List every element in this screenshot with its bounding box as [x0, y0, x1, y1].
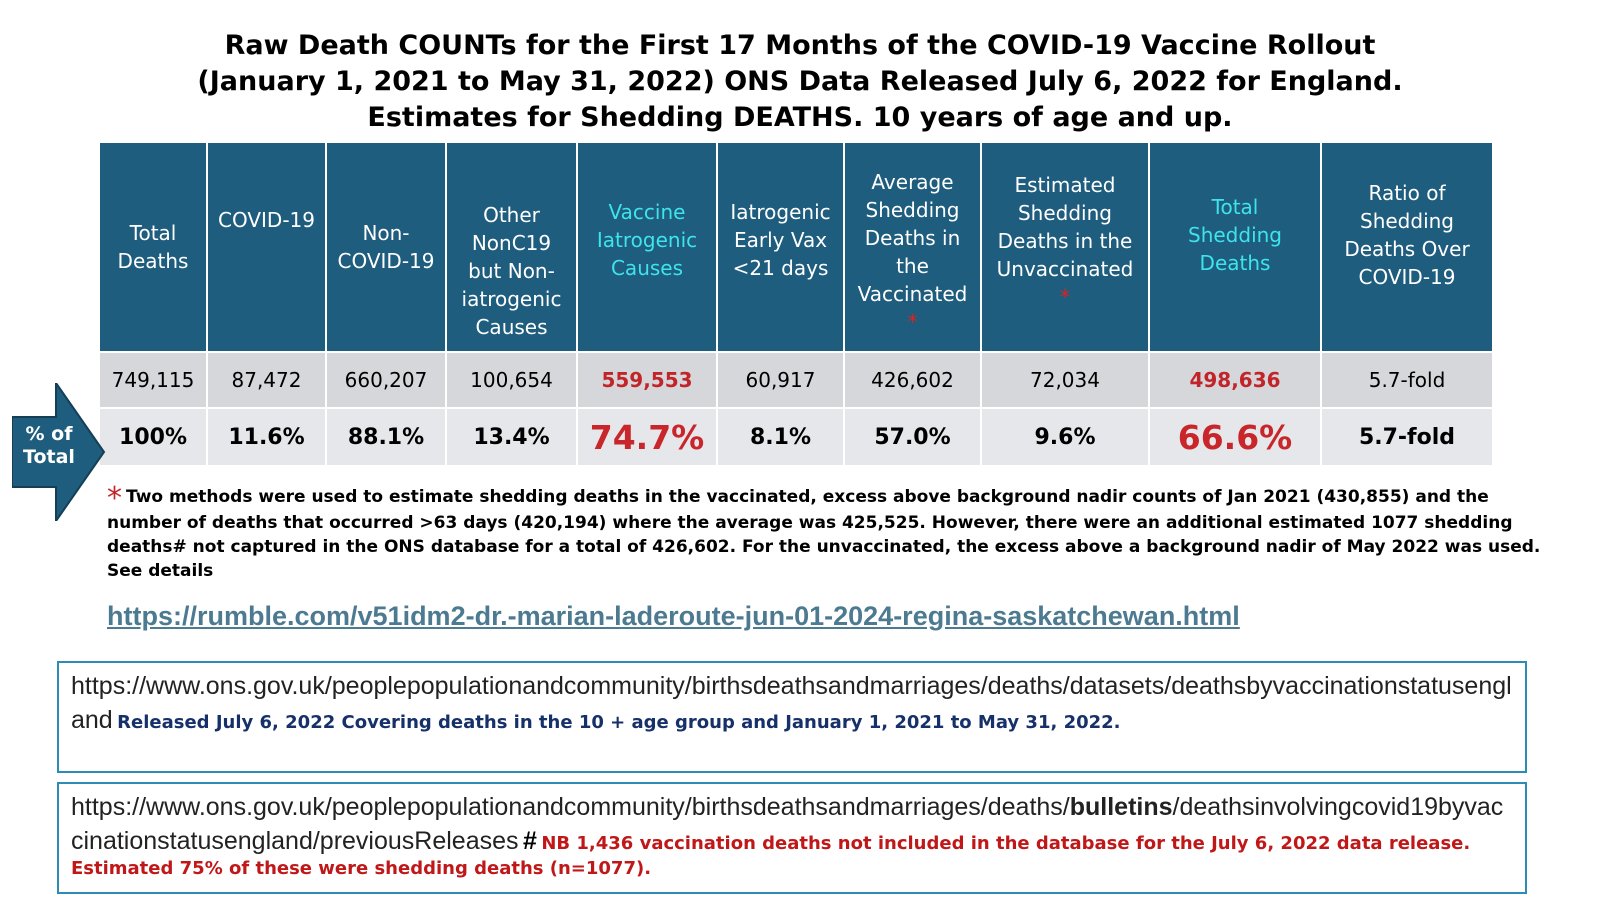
header-ratio-shedding-covid: Ratio of Shedding Deaths Over COVID-19: [1322, 143, 1492, 351]
ons-dataset-source-box: https://www.ons.gov.uk/peoplepopulationa…: [57, 661, 1527, 773]
page-title: Raw Death COUNTs for the First 17 Months…: [60, 28, 1540, 136]
count-cell: 559,553: [578, 351, 718, 407]
percent-cell: 100%: [100, 407, 208, 465]
dataset-release-note: Released July 6, 2022 Covering deaths in…: [117, 712, 1121, 733]
count-cell: 5.7-fold: [1322, 351, 1492, 407]
table-header-row: Total Deaths COVID-19 Non- COVID-19 Other N…: [100, 143, 1532, 351]
arrow-label: % of Total: [23, 423, 75, 468]
count-cell: 498,636: [1150, 351, 1322, 407]
title-line-3: Estimates for Shedding DEATHS. 10 years …: [367, 102, 1233, 133]
percent-cell: 88.1%: [327, 407, 447, 465]
count-cell: 72,034: [982, 351, 1150, 407]
header-vaccine-iatrogenic: Vaccine Iatrogenic Causes: [578, 143, 718, 351]
header-average-shedding-vaccinated: Average Shedding Deaths in the Vaccinated *: [845, 143, 982, 351]
count-cell: 87,472: [208, 351, 327, 407]
hash-marker: #: [522, 827, 537, 855]
ons-bulletin-url[interactable]: https://www.ons.gov.uk/peoplepopulationa…: [71, 793, 1504, 855]
percent-cell: 66.6%: [1150, 407, 1322, 465]
ons-dataset-url[interactable]: https://www.ons.gov.uk/peoplepopulationa…: [71, 672, 1512, 734]
header-estimated-shedding-unvaccinated: Estimated Shedding Deaths in the Unvaccinat…: [982, 143, 1150, 351]
header-total-shedding-deaths: Total Shedding Deaths: [1150, 143, 1322, 351]
counts-row: 749,115 87,472 660,207 100,654 559,553 6…: [100, 351, 1532, 407]
methods-footnote: * Two methods were used to estimate shedd…: [107, 484, 1547, 583]
rumble-link[interactable]: https://rumble.com/v51idm2-dr.-marian-la…: [107, 601, 1240, 631]
asterisk-marker: *: [907, 310, 918, 334]
footnote-text: Two methods were used to estimate sheddi…: [107, 487, 1541, 581]
title-line-2: (January 1, 2021 to May 31, 2022) ONS Da…: [197, 66, 1403, 97]
percent-cell: 5.7-fold: [1322, 407, 1492, 465]
count-cell: 426,602: [845, 351, 982, 407]
count-cell: 749,115: [100, 351, 208, 407]
ons-bulletin-source-box: https://www.ons.gov.uk/peoplepopulationa…: [57, 782, 1527, 894]
title-line-1: Raw Death COUNTs for the First 17 Months…: [224, 30, 1376, 61]
header-total-deaths: Total Deaths: [100, 143, 208, 351]
bulletin-note: NB 1,436 vaccination deaths not included…: [71, 833, 1471, 879]
header-non-covid-19: Non- COVID-19: [327, 143, 447, 351]
percent-cell: 74.7%: [578, 407, 718, 465]
percent-cell: 9.6%: [982, 407, 1150, 465]
asterisk-marker: *: [1059, 285, 1070, 309]
header-iatrogenic-early-vax: Iatrogenic Early Vax <21 days: [718, 143, 845, 351]
count-cell: 60,917: [718, 351, 845, 407]
percent-cell: 11.6%: [208, 407, 327, 465]
count-cell: 100,654: [447, 351, 578, 407]
header-covid-19: COVID-19: [208, 143, 327, 351]
percent-cell: 57.0%: [845, 407, 982, 465]
asterisk-marker: *: [107, 481, 122, 516]
percent-row: 100% 11.6% 88.1% 13.4% 74.7% 8.1% 57.0% …: [100, 407, 1532, 465]
percent-cell: 8.1%: [718, 407, 845, 465]
death-counts-table: Total Deaths COVID-19 Non- COVID-19 Other N…: [100, 143, 1532, 465]
percent-cell: 13.4%: [447, 407, 578, 465]
header-other-nonc19: Other NonC19 but Non-iatrogenic Causes: [447, 143, 578, 351]
right-arrow-icon: [12, 383, 106, 521]
count-cell: 660,207: [327, 351, 447, 407]
